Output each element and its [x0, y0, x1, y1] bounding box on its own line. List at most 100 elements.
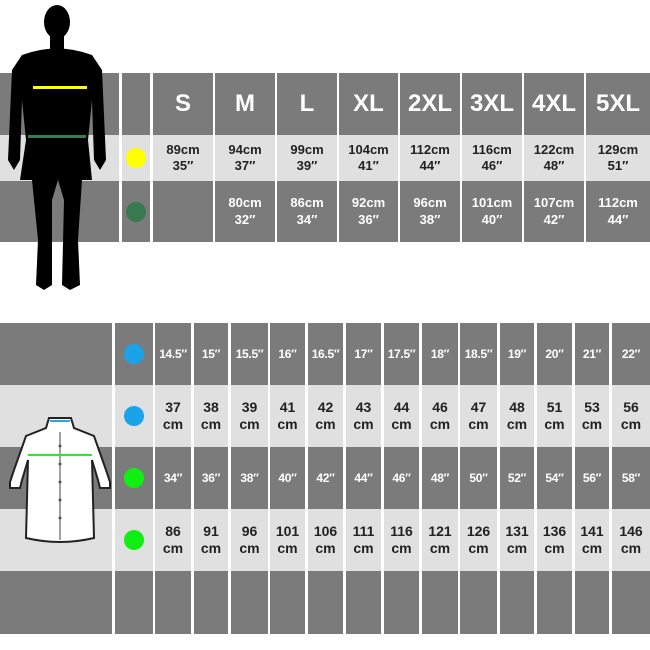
size-value-cell: 18″	[422, 323, 458, 385]
size-value-cell: 21″	[575, 323, 609, 385]
measure-marker-icon	[126, 201, 146, 222]
size-value-cell: 80cm 32″	[215, 181, 275, 242]
size-value-cell: 44 cm	[384, 385, 419, 447]
marker-cell	[115, 447, 153, 509]
size-value-cell: 54″	[537, 447, 572, 509]
size-value-cell: 89cm 35″	[153, 135, 213, 181]
empty-cell	[612, 571, 650, 634]
size-value-cell: 41 cm	[270, 385, 305, 447]
collar-measure-line	[50, 420, 70, 422]
man-silhouette-icon	[8, 5, 106, 290]
size-value-cell: 122cm 48″	[524, 135, 584, 181]
size-value-cell: 39 cm	[231, 385, 268, 447]
size-value-cell: 112cm 44″	[586, 181, 650, 242]
size-value-cell: 56 cm	[612, 385, 650, 447]
measure-marker-icon	[124, 344, 144, 364]
figure-column-cell	[0, 181, 119, 242]
chest-measure-line	[28, 454, 92, 456]
size-header: 5XL	[586, 73, 650, 135]
size-header: M	[215, 73, 275, 135]
size-value-cell: 141 cm	[575, 509, 609, 571]
size-value-cell: 38 cm	[194, 385, 228, 447]
size-header: L	[277, 73, 337, 135]
waist-measure-line	[28, 135, 86, 138]
marker-cell	[115, 323, 153, 385]
measure-marker-icon	[124, 530, 144, 550]
empty-cell	[308, 571, 343, 634]
size-value-cell: 86 cm	[155, 509, 191, 571]
marker-cell	[122, 73, 150, 135]
size-value-cell: 43 cm	[346, 385, 381, 447]
measure-marker-icon	[124, 406, 144, 426]
size-header: XL	[339, 73, 398, 135]
size-value-cell: 106 cm	[308, 509, 343, 571]
size-value-cell: 20″	[537, 323, 572, 385]
size-value-cell: 146 cm	[612, 509, 650, 571]
marker-cell	[122, 135, 150, 181]
size-header: 4XL	[524, 73, 584, 135]
size-value-cell: 16.5″	[308, 323, 343, 385]
size-value-cell: 129cm 51″	[586, 135, 650, 181]
size-value-cell: 92cm 36″	[339, 181, 398, 242]
size-value-cell: 121 cm	[422, 509, 458, 571]
empty-cell	[231, 571, 268, 634]
size-value-cell: 126 cm	[460, 509, 497, 571]
size-value-cell: 56″	[575, 447, 609, 509]
empty-cell	[155, 571, 191, 634]
size-value-cell: 16″	[270, 323, 305, 385]
size-value-cell: 136 cm	[537, 509, 572, 571]
size-value-cell: 42″	[308, 447, 343, 509]
size-value-cell: 36″	[194, 447, 228, 509]
size-value-cell: 53 cm	[575, 385, 609, 447]
size-value-cell: 104cm 41″	[339, 135, 398, 181]
empty-cell	[384, 571, 419, 634]
size-value-cell: 44″	[346, 447, 381, 509]
size-value-cell: 96cm 38″	[400, 181, 460, 242]
size-value-cell: 99cm 39″	[277, 135, 337, 181]
shirt-column-cell	[0, 323, 112, 385]
size-header: S	[153, 73, 213, 135]
size-value-cell: 116cm 46″	[462, 135, 522, 181]
empty-cell	[270, 571, 305, 634]
size-value-cell: 101 cm	[270, 509, 305, 571]
measure-marker-icon	[124, 468, 144, 488]
marker-cell	[115, 509, 153, 571]
size-value-cell: 48″	[422, 447, 458, 509]
marker-cell	[115, 385, 153, 447]
empty-cell	[422, 571, 458, 634]
shirt-outline-icon	[9, 417, 111, 543]
size-value-cell: 96 cm	[231, 509, 268, 571]
size-value-cell: 46 cm	[422, 385, 458, 447]
size-value-cell: 101cm 40″	[462, 181, 522, 242]
size-value-cell: 37 cm	[155, 385, 191, 447]
empty-cell	[537, 571, 572, 634]
empty-cell	[500, 571, 534, 634]
size-header: 2XL	[400, 73, 460, 135]
size-value-cell: 52″	[500, 447, 534, 509]
size-value-cell: 40″	[270, 447, 305, 509]
size-value-cell: 58″	[612, 447, 650, 509]
size-value-cell: 48 cm	[500, 385, 534, 447]
size-value-cell: 112cm 44″	[400, 135, 460, 181]
size-value-cell: 34″	[155, 447, 191, 509]
size-value-cell: 18.5″	[460, 323, 497, 385]
size-value-cell: 111 cm	[346, 509, 381, 571]
size-value-cell: 42 cm	[308, 385, 343, 447]
size-value-cell: 47 cm	[460, 385, 497, 447]
size-value-cell: 91 cm	[194, 509, 228, 571]
empty-cell	[194, 571, 228, 634]
size-value-cell: 50″	[460, 447, 497, 509]
chest-measure-line	[33, 86, 87, 89]
size-value-cell: 17.5″	[384, 323, 419, 385]
empty-cell	[460, 571, 497, 634]
size-value-cell: 46″	[384, 447, 419, 509]
empty-cell	[575, 571, 609, 634]
size-header: 3XL	[462, 73, 522, 135]
empty-cell	[346, 571, 381, 634]
size-value-cell: 17″	[346, 323, 381, 385]
size-value-cell: 19″	[500, 323, 534, 385]
size-value-cell: 15.5″	[231, 323, 268, 385]
size-value-cell: 14.5″	[155, 323, 191, 385]
size-value-cell: 38″	[231, 447, 268, 509]
marker-cell	[122, 181, 150, 242]
